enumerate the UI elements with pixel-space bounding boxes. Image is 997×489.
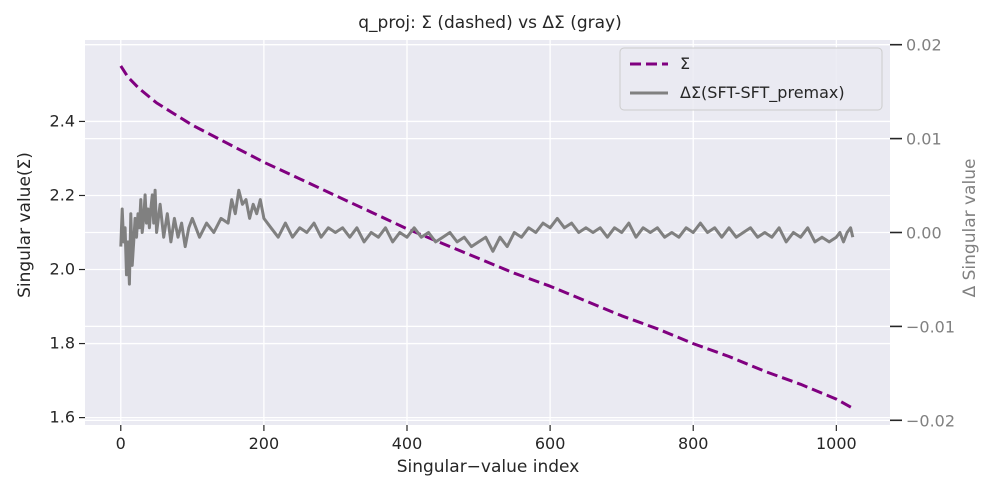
y-right-tick-label: −0.01 (906, 317, 955, 336)
sigma-line (119, 65, 854, 410)
y-right-tick-label: 0.02 (906, 36, 942, 55)
x-tick-label: 400 (392, 434, 423, 453)
y-tick-label: 2.2 (50, 185, 75, 204)
left-axis: 1.6 1.8 2.0 2.2 2.4 (50, 111, 85, 427)
legend: Σ ΔΣ(SFT-SFT_premax) (619, 47, 883, 111)
x-tick-label: 200 (249, 434, 280, 453)
x-tick-label: 800 (678, 434, 709, 453)
legend-box (619, 47, 883, 111)
x-tick-label: 600 (535, 434, 566, 453)
y-tick-label: 1.8 (50, 334, 75, 353)
x-tick-label: 1000 (816, 434, 857, 453)
x-tick-label: 0 (116, 434, 126, 453)
y-right-tick-label: −0.02 (906, 411, 955, 430)
chart-title: q_proj: Σ (dashed) vs ΔΣ (gray) (358, 13, 621, 33)
series-lines (119, 65, 855, 410)
y-axis-label-right: Δ Singular value (960, 159, 980, 298)
grid-lines (85, 40, 890, 425)
legend-sigma-label: Σ (680, 54, 690, 73)
y-right-tick-label: 0.00 (906, 224, 942, 243)
y-right-tick-label: 0.01 (906, 130, 942, 149)
y-tick-label: 1.6 (50, 408, 75, 427)
legend-delta-label: ΔΣ(SFT-SFT_premax) (680, 83, 845, 103)
y-tick-label: 2.0 (50, 260, 75, 279)
x-axis-label: Singular−value index (397, 457, 580, 477)
right-axis: −0.02 −0.01 0.00 0.01 0.02 (890, 36, 955, 430)
delta-sigma-line (119, 188, 855, 286)
x-axis: 0 200 400 600 800 1000 (116, 425, 857, 453)
y-tick-label: 2.4 (50, 111, 75, 130)
y-axis-label: Singular value(Σ) (15, 152, 35, 298)
